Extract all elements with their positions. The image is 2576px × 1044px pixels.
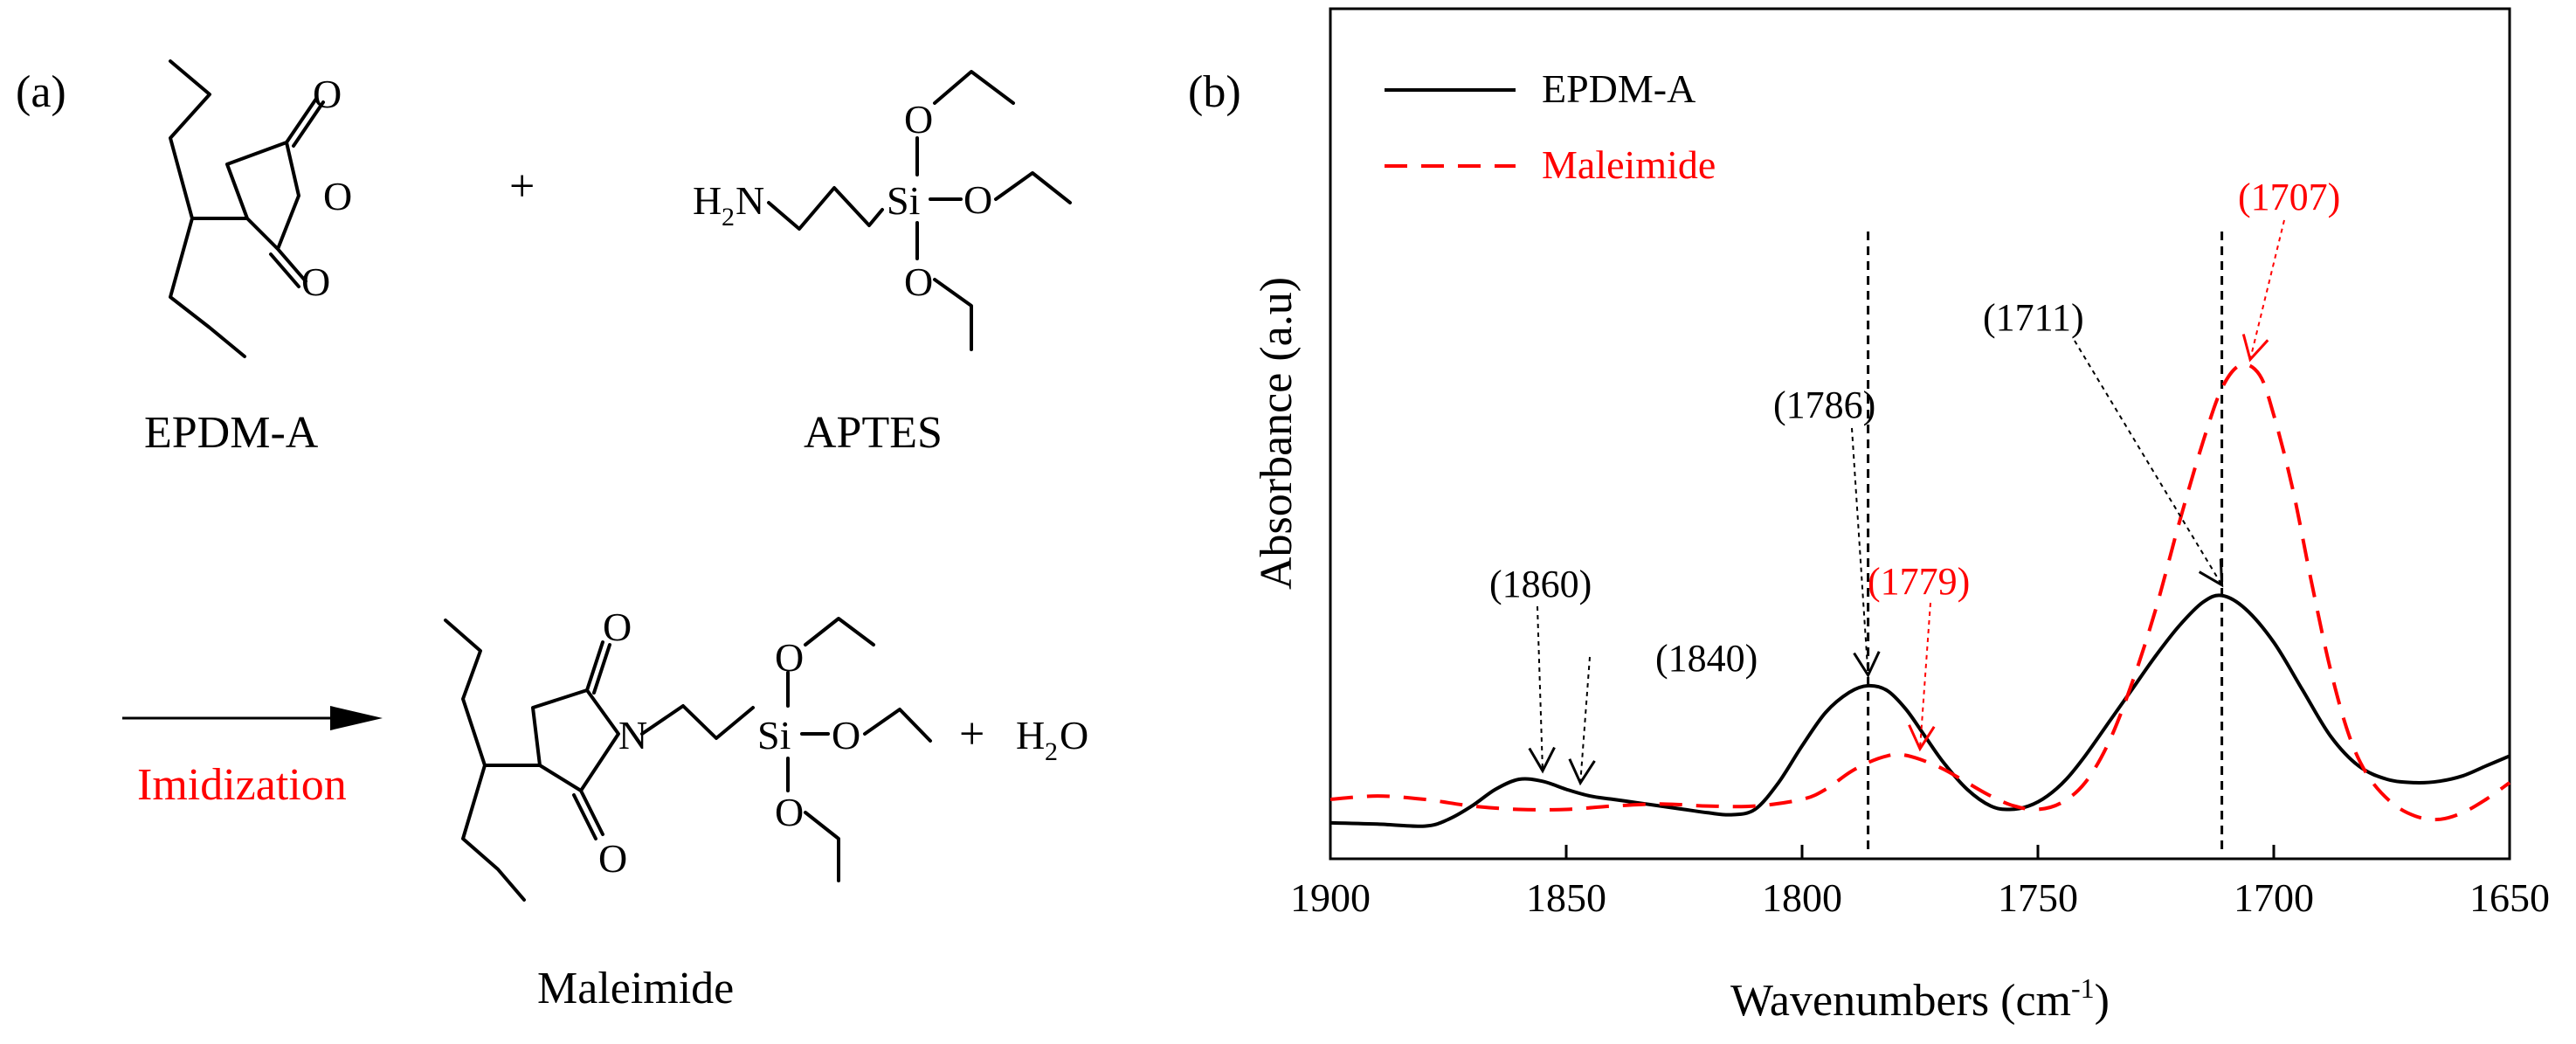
plot-frame bbox=[1329, 7, 2511, 861]
maleimide-si-bonds bbox=[786, 671, 830, 792]
x-tick-label-1750: 1750 bbox=[1998, 875, 2078, 920]
water-o: O bbox=[1060, 713, 1088, 757]
x-tick-label-1700: 1700 bbox=[2234, 875, 2314, 920]
aptes-structure: H 2 N Si O O O bbox=[693, 70, 1072, 351]
aptes-h: H bbox=[693, 178, 722, 223]
annotation-1786: (1786) bbox=[1773, 384, 1881, 679]
annotation-arrow-head bbox=[2198, 558, 2224, 588]
annotation-label: (1786) bbox=[1773, 384, 1875, 426]
panel-b: (b) 1900 1850 1800 1750 1700 1650 (1860) (1840… bbox=[1188, 7, 2550, 1026]
annotation-arrow-head bbox=[1908, 724, 1936, 752]
water-sub: 2 bbox=[1045, 737, 1058, 766]
maleimide-o-si-bottom: O bbox=[775, 790, 804, 834]
maleimide-o-si-right: O bbox=[832, 713, 860, 757]
annotation-1707: (1707) bbox=[2238, 176, 2340, 363]
annotation-arrow-head bbox=[1528, 746, 1556, 774]
plus-sign: + bbox=[509, 162, 535, 211]
aptes-chain bbox=[767, 186, 884, 231]
annotation-arrow-line bbox=[2249, 219, 2285, 360]
maleimide-structure: O N O Si O O O bbox=[444, 605, 932, 902]
panel-a-label: (a) bbox=[16, 67, 66, 117]
maleimide-o-top: O bbox=[603, 605, 632, 649]
annotation-label: (1779) bbox=[1868, 560, 1970, 603]
annotation-arrow-line bbox=[1851, 427, 1869, 675]
epdm-o-bottom: O bbox=[301, 259, 330, 304]
aptes-h-sub: 2 bbox=[722, 203, 735, 232]
annotation-1840: (1840) bbox=[1568, 637, 1758, 786]
panel-b-label: (b) bbox=[1188, 67, 1241, 117]
annotation-arrow-head bbox=[1853, 651, 1881, 679]
aptes-o-bottom: O bbox=[904, 259, 933, 304]
maleimide-n: N bbox=[618, 713, 647, 757]
annotation-arrow-head bbox=[1568, 758, 1596, 786]
epdm-o-top: O bbox=[313, 72, 342, 116]
series-line-epdm-a bbox=[1329, 593, 2510, 828]
x-axis-ticks: 1900 1850 1800 1750 1700 1650 bbox=[1290, 845, 2550, 920]
annotation-arrow-line bbox=[1537, 605, 1544, 771]
chart: 1900 1850 1800 1750 1700 1650 (1860) (1840) (17… bbox=[1252, 7, 2550, 1026]
peak-annotations: (1860) (1840) (1786) (1779) (1711) (1707) bbox=[1489, 176, 2340, 786]
aptes-si: Si bbox=[887, 178, 920, 223]
annotation-arrow-line bbox=[1919, 602, 1931, 750]
series-line-maleimide bbox=[1329, 363, 2511, 822]
aptes-o-right: O bbox=[963, 177, 992, 222]
aptes-ethoxy bbox=[933, 70, 1072, 351]
annotation-label: (1840) bbox=[1655, 637, 1758, 680]
maleimide-bonds bbox=[444, 619, 755, 902]
x-tick-label-1850: 1850 bbox=[1526, 875, 1606, 920]
annotation-label: (1707) bbox=[2238, 176, 2340, 218]
epdm-a-caption: EPDM-A bbox=[144, 408, 319, 458]
aptes-o-top: O bbox=[904, 97, 933, 142]
maleimide-si: Si bbox=[757, 713, 791, 757]
maleimide-o-bottom: O bbox=[598, 836, 627, 881]
x-tick-label-1650: 1650 bbox=[2469, 875, 2550, 920]
y-axis-title: Absorbance (a.u) bbox=[1252, 277, 1302, 590]
legend-label-epdm-a: EPDM-A bbox=[1542, 66, 1695, 111]
water-formula: H 2 O bbox=[1016, 713, 1088, 766]
maleimide-caption: Maleimide bbox=[537, 964, 734, 1013]
annotation-arrow-head bbox=[2241, 334, 2269, 363]
panel-a: (a) O O O EPDM-A + H 2 N Si O O O APTES bbox=[16, 59, 1088, 1013]
aptes-caption: APTES bbox=[804, 408, 943, 458]
maleimide-o-si-top: O bbox=[775, 635, 804, 680]
reaction-arrow bbox=[122, 706, 383, 730]
annotation-label: (1860) bbox=[1489, 563, 1592, 605]
epdm-a-bonds bbox=[169, 59, 325, 358]
maleimide-ethoxy bbox=[804, 617, 932, 882]
x-axis-title: Wavenumbers (cm-1) bbox=[1730, 972, 2110, 1026]
aptes-si-bonds bbox=[915, 136, 963, 260]
legend-label-maleimide: Maleimide bbox=[1542, 142, 1716, 187]
annotation-arrow-line bbox=[1579, 656, 1591, 784]
aptes-n: N bbox=[736, 178, 764, 223]
plus-water: + bbox=[959, 709, 984, 759]
x-tick-label-1900: 1900 bbox=[1290, 875, 1371, 920]
legend: EPDM-A Maleimide bbox=[1385, 66, 1716, 187]
annotation-1779: (1779) bbox=[1868, 560, 1970, 752]
annotation-label: (1711) bbox=[1983, 296, 2084, 339]
epdm-o-ring: O bbox=[323, 174, 352, 218]
annotation-1711: (1711) bbox=[1983, 296, 2224, 588]
epdm-a-structure: O O O bbox=[169, 59, 352, 358]
water-h: H bbox=[1016, 713, 1045, 757]
annotation-arrow-line bbox=[2074, 340, 2223, 586]
x-tick-label-1800: 1800 bbox=[1762, 875, 1842, 920]
imidization-label: Imidization bbox=[137, 760, 347, 810]
annotation-1860: (1860) bbox=[1489, 563, 1592, 774]
data-series bbox=[1329, 363, 2511, 828]
